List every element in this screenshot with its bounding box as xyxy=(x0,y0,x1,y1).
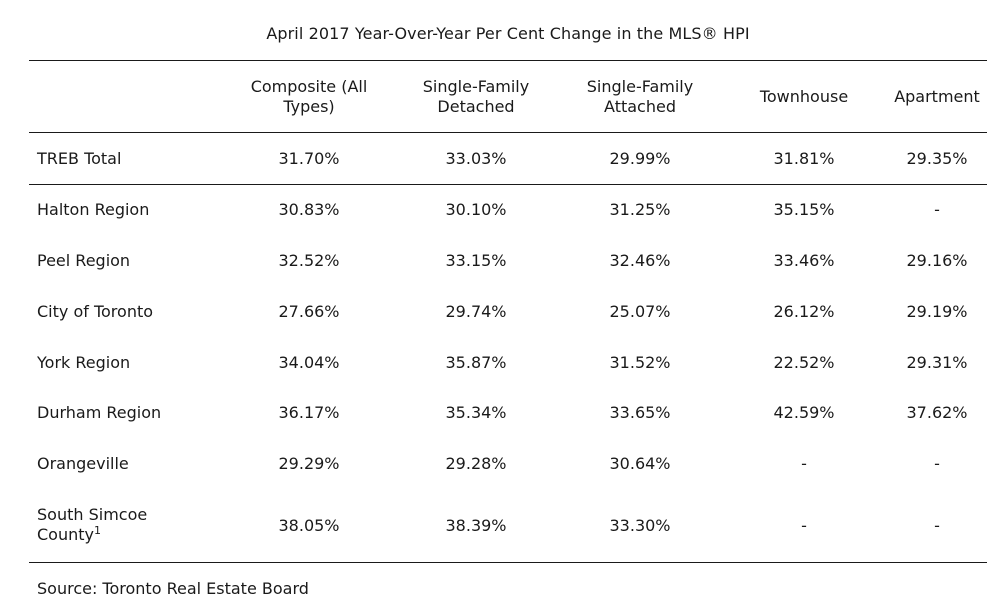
cell-detached: 29.28% xyxy=(445,454,507,473)
column-header-single-family-attached: Single-Family Attached xyxy=(587,77,693,117)
row-label-text: County xyxy=(37,525,94,544)
cell-composite: 29.29% xyxy=(278,454,340,473)
cell-detached: 35.34% xyxy=(445,403,507,422)
cell-detached: 33.15% xyxy=(445,251,507,270)
row-label: Orangeville xyxy=(37,454,129,473)
row-label: Peel Region xyxy=(37,251,131,270)
cell-detached: 38.39% xyxy=(445,516,507,535)
cell-apartment: - xyxy=(934,516,940,535)
bottom-rule xyxy=(29,562,987,563)
table-title: April 2017 Year-Over-Year Per Cent Chang… xyxy=(266,24,750,43)
column-header-single-family-detached: Single-Family Detached xyxy=(423,77,529,117)
cell-apartment: - xyxy=(934,454,940,473)
cell-detached: 29.74% xyxy=(445,302,507,321)
cell-detached: 35.87% xyxy=(445,353,507,372)
cell-composite: 30.83% xyxy=(278,200,340,219)
cell-apartment: 29.31% xyxy=(906,353,968,372)
cell-apartment: 29.35% xyxy=(906,149,968,168)
cell-townhouse: 31.81% xyxy=(773,149,835,168)
column-header-line: Composite (All xyxy=(250,77,368,96)
top-rule xyxy=(29,60,987,61)
cell-composite: 36.17% xyxy=(278,403,340,422)
cell-attached: 29.99% xyxy=(609,149,671,168)
cell-attached: 33.30% xyxy=(609,516,671,535)
cell-apartment: 29.16% xyxy=(906,251,968,270)
cell-townhouse: 35.15% xyxy=(773,200,835,219)
cell-apartment: 37.62% xyxy=(906,403,968,422)
cell-townhouse: - xyxy=(801,454,807,473)
column-header-composite: Composite (All Types) xyxy=(251,77,368,117)
footnote-marker: 1 xyxy=(93,524,101,537)
cell-townhouse: 22.52% xyxy=(773,353,835,372)
column-header-townhouse: Townhouse xyxy=(760,87,848,107)
column-header-apartment: Apartment xyxy=(894,87,980,107)
row-label: York Region xyxy=(37,353,131,372)
cell-composite: 27.66% xyxy=(278,302,340,321)
column-header-line: Apartment xyxy=(894,87,980,106)
row-label: City of Toronto xyxy=(37,302,154,321)
cell-detached: 30.10% xyxy=(445,200,507,219)
cell-townhouse: 33.46% xyxy=(773,251,835,270)
cell-attached: 32.46% xyxy=(609,251,671,270)
row-label: Durham Region xyxy=(37,403,162,422)
column-header-line: Townhouse xyxy=(759,87,849,106)
cell-apartment: 29.19% xyxy=(906,302,968,321)
column-header-line: Single-Family xyxy=(422,77,530,96)
cell-composite: 38.05% xyxy=(278,516,340,535)
row-label-line: County1 xyxy=(37,525,147,545)
cell-attached: 25.07% xyxy=(609,302,671,321)
cell-attached: 30.64% xyxy=(609,454,671,473)
header-rule xyxy=(29,132,987,133)
cell-attached: 33.65% xyxy=(609,403,671,422)
column-header-line: Types) xyxy=(283,97,335,116)
row-label: South Simcoe County1 xyxy=(37,505,147,545)
cell-townhouse: - xyxy=(801,516,807,535)
cell-townhouse: 26.12% xyxy=(773,302,835,321)
row-label: TREB Total xyxy=(37,149,122,168)
column-header-line: Detached xyxy=(437,97,515,116)
row-label: Halton Region xyxy=(37,200,150,219)
cell-composite: 32.52% xyxy=(278,251,340,270)
cell-townhouse: 42.59% xyxy=(773,403,835,422)
total-rule xyxy=(29,184,987,185)
row-label-line: South Simcoe xyxy=(37,505,148,524)
cell-composite: 34.04% xyxy=(278,353,340,372)
column-header-line: Attached xyxy=(604,97,676,116)
cell-attached: 31.52% xyxy=(609,353,671,372)
cell-detached: 33.03% xyxy=(445,149,507,168)
cell-apartment: - xyxy=(934,200,940,219)
source-note: Source: Toronto Real Estate Board xyxy=(37,579,309,598)
cell-composite: 31.70% xyxy=(278,149,340,168)
column-header-line: Single-Family xyxy=(586,77,694,96)
cell-attached: 31.25% xyxy=(609,200,671,219)
